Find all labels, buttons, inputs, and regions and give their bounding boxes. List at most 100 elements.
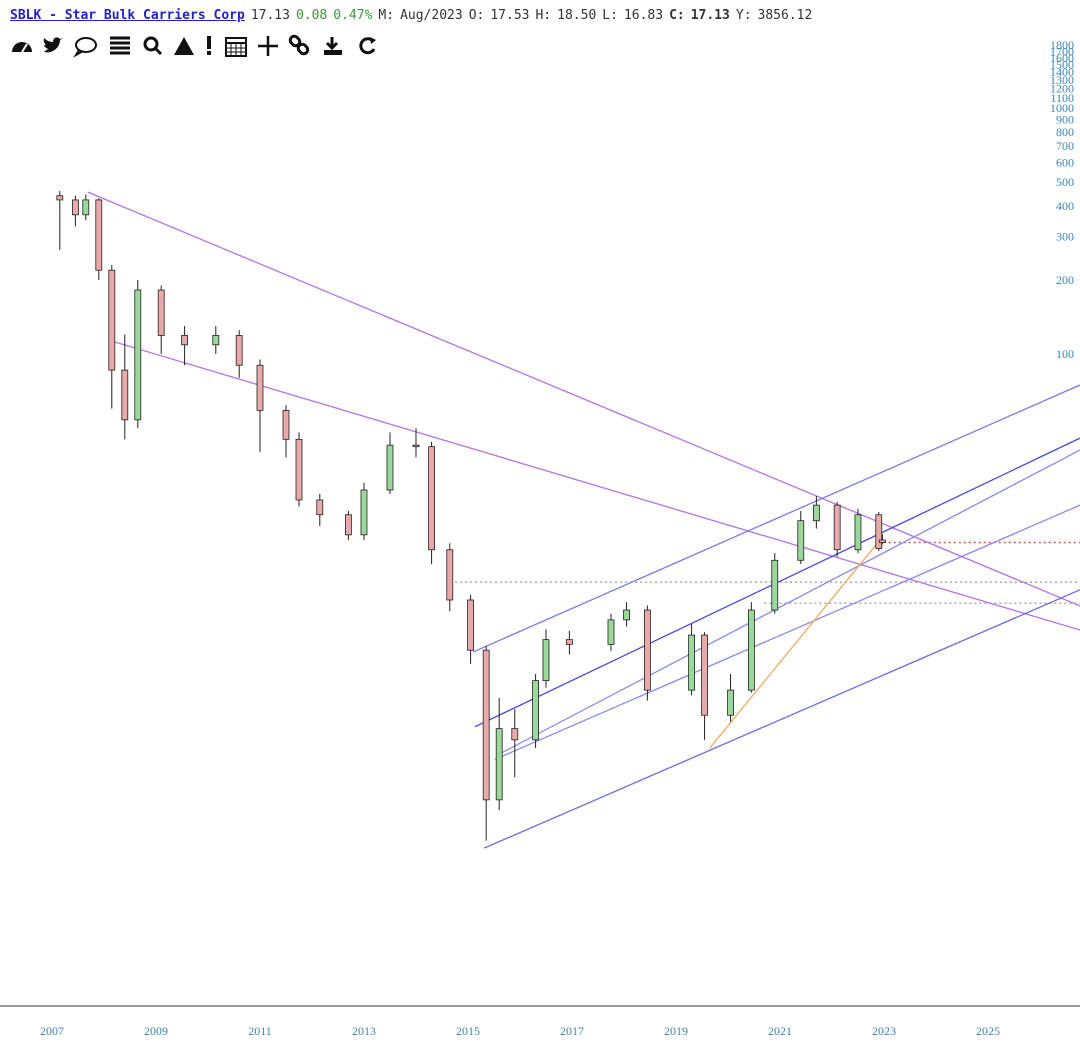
candle-body — [688, 634, 695, 691]
candle-body — [360, 489, 368, 536]
trend-line — [496, 449, 1080, 756]
candle-body — [607, 619, 615, 645]
candle-body — [467, 599, 474, 651]
refresh-icon[interactable] — [359, 37, 376, 55]
candle-body — [95, 199, 103, 271]
trend-line — [472, 384, 1080, 653]
y-tick-label: 400 — [1056, 199, 1074, 213]
y-tick-label: 1700 — [1050, 44, 1074, 58]
triangle-icon[interactable] — [174, 37, 194, 55]
x-tick-label: 2023 — [872, 1024, 896, 1038]
candle-body — [428, 446, 435, 551]
candle-body — [316, 499, 324, 516]
candle-body — [511, 728, 519, 741]
trend-line — [709, 539, 881, 749]
period: Aug/2023 — [400, 8, 463, 23]
x-tick-label: 2009 — [144, 1024, 168, 1038]
candle-body — [701, 634, 708, 716]
y-tick-label: 1500 — [1050, 58, 1074, 72]
open-label: O: — [468, 8, 485, 23]
candle-body — [833, 504, 841, 551]
download-icon[interactable] — [324, 37, 342, 55]
trend-line — [474, 437, 1080, 728]
y-tick-label: 700 — [1056, 139, 1074, 153]
x-tick-label: 2019 — [664, 1024, 688, 1038]
trend-line — [107, 339, 1080, 631]
change-pct: 0.47% — [333, 8, 373, 23]
candle-body — [108, 269, 116, 371]
trend-line — [483, 589, 1080, 849]
candle-body — [532, 680, 539, 741]
candle-body — [623, 609, 630, 621]
candle-body — [235, 335, 243, 366]
y-tick-label: 800 — [1056, 125, 1074, 139]
y-tick-label: 600 — [1056, 156, 1074, 170]
y-tick-label: 1800 — [1050, 38, 1074, 52]
candle-body — [344, 514, 352, 536]
high: 18.50 — [557, 8, 597, 23]
candle-body — [212, 335, 220, 346]
candle-body — [879, 539, 886, 543]
candle-body — [495, 728, 503, 801]
candle-body — [157, 289, 165, 336]
candle-body — [771, 559, 779, 611]
candle-body — [446, 549, 454, 601]
quote-header: SBLK - Star Bulk Carriers Corp 17.13 0.08 0… — [10, 8, 818, 23]
candle-body — [121, 369, 129, 421]
candle-body — [565, 639, 573, 645]
x-tick-label: 2017 — [560, 1024, 584, 1038]
y-tick-label: 1100 — [1050, 91, 1074, 105]
y-tick-label: 1000 — [1050, 101, 1074, 115]
trend-line — [87, 191, 1080, 607]
close-label: C: — [669, 8, 685, 23]
candle-body — [56, 195, 64, 201]
x-tick-label: 2021 — [768, 1024, 792, 1038]
x-tick-label: 2015 — [456, 1024, 480, 1038]
y-label: Y: — [735, 8, 752, 23]
candle-body — [412, 444, 420, 448]
y-tick-label: 1400 — [1050, 65, 1074, 79]
move-icon[interactable] — [258, 36, 278, 56]
toolbar — [12, 34, 376, 58]
candle-body — [181, 335, 188, 346]
y-tick-label: 1300 — [1050, 73, 1074, 87]
y-value: 3856.12 — [757, 8, 813, 23]
candle-body — [71, 199, 79, 216]
open: 17.53 — [490, 8, 530, 23]
search-icon[interactable] — [143, 36, 163, 56]
y-tick-label: 200 — [1056, 273, 1074, 287]
candle-body — [747, 609, 755, 691]
list-icon[interactable] — [110, 36, 130, 55]
y-tick-label: 1600 — [1050, 51, 1074, 65]
x-tick-label: 2011 — [248, 1024, 272, 1038]
comment-icon[interactable] — [73, 37, 97, 58]
trend-line — [494, 504, 1080, 760]
y-tick-label: 900 — [1056, 112, 1074, 126]
candle-body — [134, 289, 142, 421]
low-label: L: — [602, 8, 618, 23]
change: 0.08 — [295, 8, 328, 23]
candle-body — [386, 444, 394, 491]
candle-body — [797, 520, 805, 561]
close: 17.13 — [690, 8, 730, 23]
low: 16.83 — [623, 8, 664, 23]
dashboard-icon[interactable] — [12, 42, 32, 53]
twitter-icon[interactable] — [43, 37, 63, 53]
alert-icon[interactable] — [207, 36, 211, 55]
x-tick-label: 2013 — [352, 1024, 376, 1038]
link-icon[interactable] — [288, 34, 310, 56]
x-tick-label: 2007 — [40, 1024, 64, 1038]
calendar-icon[interactable] — [225, 37, 247, 57]
candle-body — [82, 199, 90, 216]
symbol-link[interactable]: SBLK - Star Bulk Carriers Corp — [10, 8, 245, 23]
candle-body — [854, 514, 862, 551]
y-tick-label: 1200 — [1050, 82, 1074, 96]
candle-body — [812, 504, 820, 522]
candle-body — [482, 649, 490, 801]
candle-body — [256, 364, 264, 411]
period-label: M: — [378, 8, 395, 23]
candle-body — [282, 409, 290, 440]
y-tick-label: 100 — [1056, 347, 1074, 361]
